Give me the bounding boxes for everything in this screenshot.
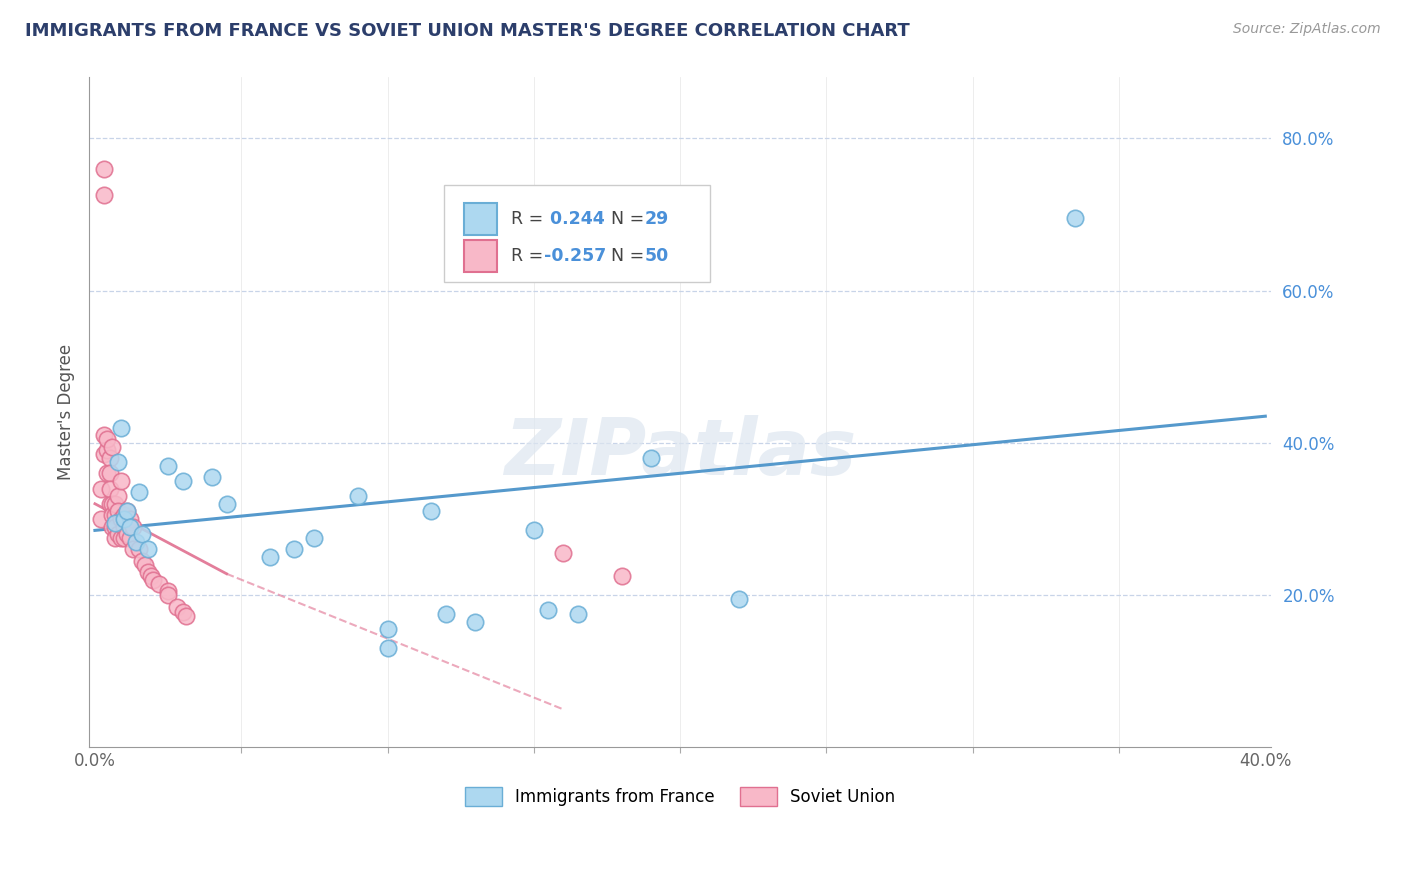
Bar [464,240,496,272]
Point [98,451,121,466]
Point [157,588,180,602]
Point [347,489,370,503]
Point [567,607,589,621]
Point [1064,211,1087,226]
Point [96,432,118,446]
Point [112,531,135,545]
Point [104,531,127,545]
Point [434,607,457,621]
Point [101,519,124,533]
Point [118,519,141,533]
Point [136,566,159,580]
Point [104,508,127,523]
Point [98,497,121,511]
Point [112,508,135,523]
Point [259,549,281,564]
Point [640,451,662,466]
Point [110,531,132,545]
Point [112,519,135,533]
Point [157,584,180,599]
Point [93,161,115,176]
Text: 0.244: 0.244 [544,210,605,227]
Point [107,455,129,469]
Point [90,482,112,496]
Text: -0.257: -0.257 [544,246,606,265]
Point [122,542,145,557]
Point [90,512,112,526]
Point [157,458,180,473]
Point [148,576,170,591]
Point [101,497,124,511]
Point [134,558,156,572]
Text: ZIPatlas: ZIPatlas [503,415,856,491]
Point [93,447,115,461]
Point [104,519,127,533]
Point [131,554,153,568]
Point [112,512,135,526]
Point [128,485,150,500]
Point [727,591,749,606]
Point [107,527,129,541]
Point [122,519,145,533]
Point [551,546,574,560]
Point [101,440,124,454]
Point [174,609,197,624]
Point [215,497,238,511]
Point [139,569,162,583]
Point [464,615,486,629]
Point [142,573,165,587]
Point [420,504,443,518]
Legend: Immigrants from France, Soviet Union: Immigrants from France, Soviet Union [458,780,901,813]
Text: Source: ZipAtlas.com: Source: ZipAtlas.com [1233,22,1381,37]
Point [110,512,132,526]
Point [104,516,127,530]
Point [115,504,138,518]
Point [172,605,194,619]
FancyBboxPatch shape [444,185,710,282]
Point [131,527,153,541]
Point [201,470,224,484]
Y-axis label: Master's Degree: Master's Degree [58,344,75,481]
Point [523,524,546,538]
Point [118,531,141,545]
Point [537,603,560,617]
Point [96,467,118,481]
Text: N =: N = [600,246,650,265]
Point [98,482,121,496]
Point [377,641,399,656]
Point [93,428,115,442]
Point [115,527,138,541]
Text: R =: R = [510,246,548,265]
Point [115,504,138,518]
Point [104,497,127,511]
Point [107,489,129,503]
Point [172,474,194,488]
Point [136,542,159,557]
Point [377,623,399,637]
Point [118,512,141,526]
Text: R =: R = [510,210,548,227]
Point [110,420,132,434]
Point [96,443,118,458]
Text: 50: 50 [644,246,669,265]
Point [610,569,633,583]
Point [107,504,129,518]
Text: IMMIGRANTS FROM FRANCE VS SOVIET UNION MASTER'S DEGREE CORRELATION CHART: IMMIGRANTS FROM FRANCE VS SOVIET UNION M… [25,22,910,40]
Text: N =: N = [600,210,650,227]
Point [110,474,132,488]
Bar [464,202,496,235]
Point [125,534,148,549]
Point [166,599,188,614]
Point [304,531,326,545]
Point [128,542,150,557]
Point [98,467,121,481]
Text: 29: 29 [644,210,669,227]
Point [283,542,305,557]
Point [101,508,124,523]
Point [93,188,115,202]
